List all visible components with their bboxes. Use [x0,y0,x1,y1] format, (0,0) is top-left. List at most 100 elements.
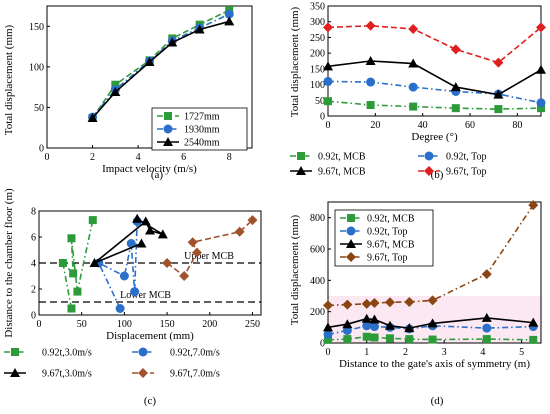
data-point [324,335,332,344]
data-point [537,104,545,113]
data-point [536,98,546,108]
series-line [327,204,534,307]
data-point [482,323,492,333]
panel-caption: (d) [431,395,444,407]
series-line [327,24,542,64]
x-tick-label: 1 [364,347,369,358]
y-tick-label: 2 [31,285,36,296]
y-tick-label: 50 [34,103,44,114]
legend-label: 9.67t, Top [367,253,408,264]
y-tick-label: 350 [310,2,325,13]
data-point [404,296,415,307]
y-tick-label: 200 [310,307,325,318]
data-point [144,56,155,66]
series-2540mm [87,16,235,122]
x-tick-label: 40 [418,120,428,131]
data-point [323,300,333,311]
x-tick-label: 0 [326,347,331,358]
y-tick-label: 200 [310,49,325,60]
data-point [409,102,418,111]
legend-marker [10,368,20,377]
data-point [481,312,492,322]
legend-label: 0.92t, MCB [318,152,366,163]
y-tick-label: 100 [310,80,325,91]
data-point [342,319,353,329]
series-0-92t-MCB [324,97,545,114]
x-axis-label: Distance to the gate's axis of symmetry … [339,358,530,370]
y-axis-label: Total displacement (mm) [289,6,301,117]
x-tick-label: 50 [77,319,87,330]
y-axis-label: Total displacement (mm) [289,214,301,325]
x-tick-label: 5 [519,347,524,358]
data-point [404,323,415,333]
x-tick-label: 2 [90,152,95,163]
series-9-67t-Top [323,200,539,311]
mcb-label: Upper MCB [184,251,234,262]
data-point [366,101,375,109]
data-point [324,97,332,106]
data-point [408,23,419,34]
legend-label: 0.92t, MCB [367,214,415,225]
legend-label: 9.67t, MCB [367,240,415,251]
data-point [126,239,136,248]
x-tick-label: 4 [480,347,485,358]
legend-marker [346,239,356,248]
series-line [327,335,534,341]
data-point [450,44,461,55]
y-tick-label: 100 [29,62,44,73]
data-point [224,9,234,19]
data-point [494,105,503,114]
series-0-92t-3-0m-s [58,216,97,313]
series-9-67t-Top [323,20,546,68]
legend-marker [346,252,356,262]
legend-marker [11,348,19,356]
data-point [132,213,143,223]
data-point [361,298,372,309]
y-tick-label: 4 [31,259,36,270]
data-point [384,320,395,330]
legend-label: 0.92t,3.0m/s [42,348,92,359]
data-point [342,325,352,335]
legend-label: 9.67t, Top [446,167,487,178]
data-point [343,335,352,344]
panel-caption: (b) [431,169,444,181]
data-point [111,80,120,89]
legend-label: 1930mm [184,125,220,136]
data-point [73,287,82,296]
data-point [482,335,491,344]
data-point [224,16,235,26]
x-tick-label: 150 [160,319,175,330]
legend-label: 9.67t,7.0m/s [170,369,220,380]
series-line [97,221,138,309]
series-0-92t-Top [323,76,546,108]
data-point [450,82,461,92]
data-point [384,297,395,308]
data-point [67,234,76,243]
y-axis-label: Distance to the chamber floor (m) [3,188,15,338]
y-tick-label: 300 [310,17,325,28]
chart-panel-4: 0 1 2 3 4 5 0 200 400 600 800 Distance to the gate'… [289,200,542,407]
x-tick-label: 4 [136,152,141,163]
y-tick-label: 800 [310,213,325,224]
data-point [481,269,492,280]
series-line [91,13,230,118]
y-tick-label: 150 [310,64,325,75]
data-point [167,37,178,47]
data-point [323,76,333,86]
y-tick-label: 0 [320,112,325,123]
data-point [162,258,173,268]
series-9-67t-MCB [323,56,546,99]
x-axis-label: Impact velocity (m/s) [102,163,197,175]
x-tick-label: 0 [45,152,50,163]
plot-frame [327,5,542,117]
y-tick-label: 0 [320,339,325,350]
legend-marker [346,226,356,236]
data-point [370,333,379,342]
data-point [323,322,333,332]
x-tick-label: 80 [512,120,522,131]
data-point [323,22,333,33]
plot-frame [46,5,253,149]
y-tick-label: 400 [310,276,325,287]
y-tick-label: 600 [310,245,325,256]
series-line [91,9,230,119]
